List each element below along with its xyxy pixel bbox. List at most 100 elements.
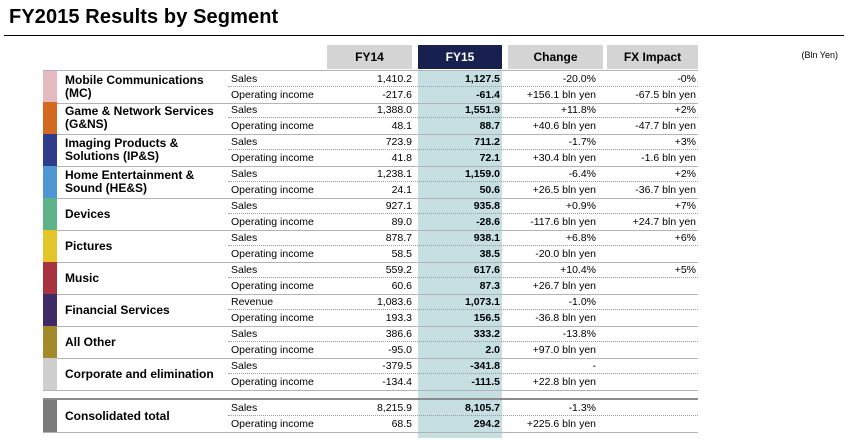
metric-label: Operating income bbox=[231, 344, 314, 356]
segment-metric-line: Operating income -95.0 2.0 +97.0 bln yen bbox=[228, 341, 698, 358]
change-value: +22.8 bln yen bbox=[532, 376, 596, 388]
segment-row: Financial Services Revenue 1,083.6 1,073.1 -… bbox=[43, 294, 698, 327]
fy14-value: 68.5 bbox=[391, 418, 412, 430]
segment-name: Pictures bbox=[65, 238, 113, 253]
segment-metric-line: Operating income 193.3 156.5 -36.8 bln yen bbox=[228, 309, 698, 326]
segment-row: Imaging Products & Solutions (IP&S) Sales… bbox=[43, 134, 698, 167]
segment-name: Imaging Products & Solutions (IP&S) bbox=[65, 136, 179, 163]
change-value: -36.8 bln yen bbox=[535, 312, 596, 324]
change-value: +6.8% bbox=[565, 232, 596, 244]
fy15-value: 294.2 bbox=[473, 418, 500, 430]
fy14-value: 878.7 bbox=[385, 232, 412, 244]
fx-impact-value: -1.6 bln yen bbox=[641, 152, 696, 164]
fy15-value: 711.2 bbox=[474, 136, 500, 148]
change-value: -20.0 bln yen bbox=[535, 248, 596, 260]
segment-color-swatch bbox=[43, 134, 57, 166]
fy15-value: -61.4 bbox=[476, 89, 500, 101]
title-rule bbox=[4, 35, 844, 36]
segment-color-swatch bbox=[43, 326, 57, 358]
change-value: +0.9% bbox=[565, 200, 596, 212]
fy15-value: 38.5 bbox=[479, 248, 500, 260]
metric-label: Sales bbox=[231, 73, 258, 85]
change-value: +30.4 bln yen bbox=[532, 152, 596, 164]
unit-label: (Bln Yen) bbox=[801, 50, 838, 60]
metric-label: Operating income bbox=[231, 152, 314, 164]
segment-row: Game & Network Services (G&NS) Sales 1,388… bbox=[43, 102, 698, 135]
change-value: -6.4% bbox=[568, 168, 596, 180]
segment-row: Home Entertainment & Sound (HE&S) Sales 1,… bbox=[43, 166, 698, 199]
segment-metric-line: Sales 386.6 333.2 -13.8% bbox=[228, 326, 698, 342]
fx-impact-value: +5% bbox=[674, 264, 696, 276]
metric-label: Operating income bbox=[231, 280, 314, 292]
fx-impact-value: +7% bbox=[674, 200, 696, 212]
segment-metric-line: Operating income 58.5 38.5 -20.0 bln yen bbox=[228, 245, 698, 262]
fy14-value: 24.1 bbox=[391, 184, 412, 196]
fx-impact-value: -0% bbox=[677, 73, 696, 85]
segment-color-swatch bbox=[43, 358, 57, 390]
change-value: +40.6 bln yen bbox=[532, 120, 596, 132]
fy15-value: 333.2 bbox=[473, 328, 500, 340]
segment-row: Pictures Sales 878.7 938.1 +6.8% +6% Operating… bbox=[43, 230, 698, 263]
change-value: +11.8% bbox=[560, 104, 596, 116]
segment-color-swatch bbox=[43, 102, 57, 134]
segment-color-swatch bbox=[43, 198, 57, 230]
fy15-column-highlight bbox=[418, 70, 502, 438]
metric-label: Operating income bbox=[231, 418, 314, 430]
segment-color-swatch bbox=[43, 166, 57, 198]
metric-label: Sales bbox=[231, 328, 258, 340]
fy14-value: -95.0 bbox=[388, 344, 412, 356]
fx-impact-value: +3% bbox=[674, 136, 696, 148]
segment-name: Music bbox=[65, 270, 100, 285]
fy14-value: -134.4 bbox=[382, 376, 412, 388]
fy15-value: 2.0 bbox=[485, 344, 500, 356]
fx-impact-value: +24.7 bln yen bbox=[632, 216, 696, 228]
metric-label: Operating income bbox=[231, 216, 314, 228]
fx-impact-value: +2% bbox=[674, 104, 696, 116]
metric-label: Sales bbox=[231, 168, 258, 180]
segment-name: Devices bbox=[65, 206, 111, 221]
change-value: -20.0% bbox=[562, 73, 596, 85]
fx-impact-value: +2% bbox=[674, 168, 696, 180]
segment-color-swatch bbox=[43, 71, 57, 103]
segment-color-swatch bbox=[43, 294, 57, 326]
change-value: +225.6 bln yen bbox=[526, 418, 596, 430]
fx-impact-value: +6% bbox=[674, 232, 696, 244]
fy15-value: 88.7 bbox=[479, 120, 500, 132]
fy15-value: 1,127.5 bbox=[464, 73, 500, 85]
fy15-value: 1,159.0 bbox=[464, 168, 500, 180]
change-value: -1.0% bbox=[568, 296, 596, 308]
fy14-value: 48.1 bbox=[391, 120, 412, 132]
fy15-value: 617.6 bbox=[473, 264, 500, 276]
segment-row: Music Sales 559.2 617.6 +10.4% +5% Operating i… bbox=[43, 262, 698, 295]
fx-impact-value: -67.5 bln yen bbox=[635, 89, 696, 101]
metric-label: Sales bbox=[231, 264, 258, 276]
segment-name: Consolidated total bbox=[65, 408, 170, 423]
change-value: -13.8% bbox=[562, 328, 596, 340]
fy14-value: 8,215.9 bbox=[376, 402, 412, 414]
segment-name: Mobile Communications (MC) bbox=[65, 73, 204, 100]
segment-name: Game & Network Services (G&NS) bbox=[65, 104, 214, 131]
segment-metric-line: Operating income 41.8 72.1 +30.4 bln yen -1.… bbox=[228, 149, 698, 166]
segment-metric-line: Sales 1,388.0 1,551.9 +11.8% +2% bbox=[228, 102, 698, 118]
segment-row: Corporate and elimination Sales -379.5 -341… bbox=[43, 358, 698, 391]
segment-metric-line: Operating income 24.1 50.6 +26.5 bln yen -36… bbox=[228, 181, 698, 198]
fy14-value: 559.2 bbox=[385, 264, 412, 276]
segment-metric-line: Operating income 48.1 88.7 +40.6 bln yen -47… bbox=[228, 117, 698, 134]
segment-metric-line: Operating income 89.0 -28.6 -117.6 bln yen +… bbox=[228, 213, 698, 230]
fy15-value: -111.5 bbox=[471, 376, 500, 388]
fy14-value: 58.5 bbox=[391, 248, 412, 260]
segment-row: Devices Sales 927.1 935.8 +0.9% +7% Operating … bbox=[43, 198, 698, 231]
metric-label: Revenue bbox=[231, 296, 274, 308]
segment-name: Financial Services bbox=[65, 302, 170, 317]
change-value: +97.0 bln yen bbox=[532, 344, 596, 356]
header-fy14: FY14 bbox=[327, 45, 412, 69]
fx-impact-value: -47.7 bln yen bbox=[635, 120, 696, 132]
header-fx-impact: FX Impact bbox=[607, 45, 698, 69]
segment-metric-line: Operating income -134.4 -111.5 +22.8 bln ye… bbox=[228, 373, 698, 390]
fy15-value: 72.1 bbox=[479, 152, 500, 164]
fy14-value: 927.1 bbox=[385, 200, 412, 212]
segment-row: Mobile Communications (MC) Sales 1,410.2 1,… bbox=[43, 70, 698, 104]
segment-metric-line: Revenue 1,083.6 1,073.1 -1.0% bbox=[228, 294, 698, 310]
fx-impact-value: -36.7 bln yen bbox=[635, 184, 696, 196]
fy15-value: -28.6 bbox=[476, 216, 500, 228]
